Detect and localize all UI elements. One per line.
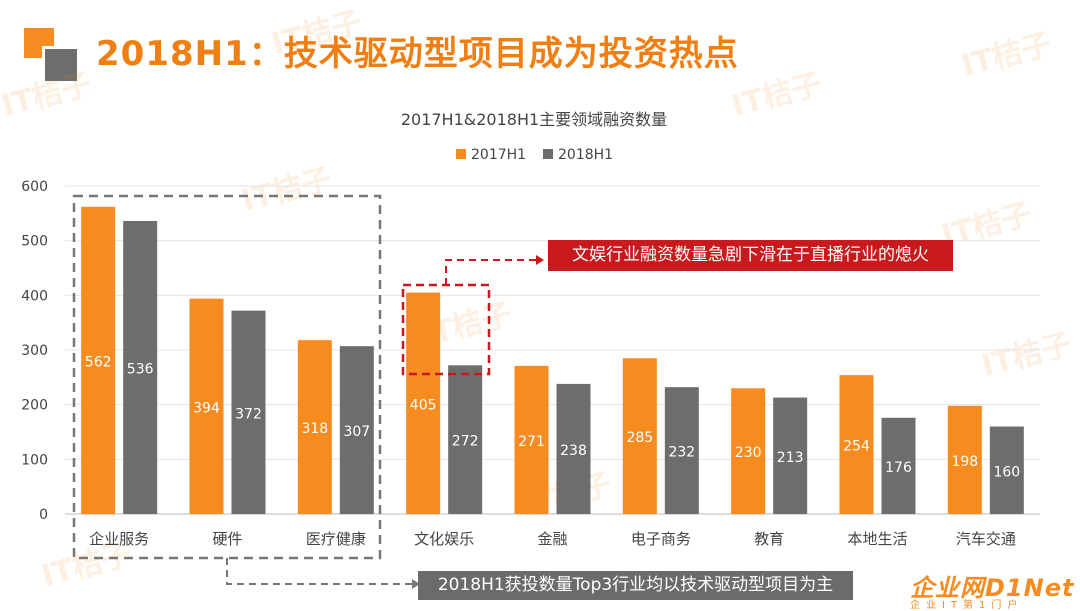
data-label: 307: [343, 424, 370, 440]
x-tick-label: 企业服务: [89, 530, 149, 548]
data-label: 285: [626, 430, 653, 446]
y-tick-label: 300: [21, 343, 48, 359]
bar-2017H1-本地生活: [839, 375, 874, 514]
data-label: 372: [235, 406, 262, 422]
data-label: 238: [560, 443, 587, 459]
legend-label-2018H1: 2018H1: [558, 147, 613, 163]
data-label: 230: [735, 445, 762, 461]
top3-connector: [226, 558, 412, 585]
culture-connector: [445, 259, 536, 285]
data-label: 232: [668, 445, 695, 461]
culture-connector-arrow: [536, 255, 544, 265]
data-label: 160: [993, 464, 1020, 480]
x-tick-label: 教育: [754, 530, 784, 548]
bar-2018H1-教育: [773, 397, 808, 514]
data-label: 271: [518, 434, 545, 450]
x-tick-label: 本地生活: [847, 530, 907, 548]
d1net-logo-main: 企业网D1Net: [910, 574, 1075, 602]
chart-title: 2017H1&2018H1主要领域融资数量: [401, 110, 667, 129]
bar-2017H1-教育: [731, 388, 766, 514]
bar-2018H1-本地生活: [881, 417, 916, 514]
data-label: 405: [410, 397, 437, 413]
x-tick-label: 文化娱乐: [414, 530, 474, 548]
data-label: 176: [885, 460, 912, 476]
d1net-logo: 企业网D1Net 企业IT第1门户: [910, 568, 1080, 611]
bar-2017H1-金融: [514, 365, 549, 514]
y-tick-label: 200: [21, 398, 48, 414]
bar-2017H1-硬件: [189, 298, 224, 514]
x-tick-label: 电子商务: [631, 530, 691, 548]
data-label: 272: [452, 434, 479, 450]
logo-square-gray: [42, 46, 80, 84]
legend-swatch-2017H1: [456, 149, 466, 159]
top3-highlight-box: [72, 194, 382, 560]
y-tick-label: 600: [21, 179, 48, 195]
data-label: 562: [85, 354, 112, 370]
bar-2017H1-汽车交通: [947, 405, 982, 514]
data-label: 318: [301, 421, 328, 437]
y-tick-label: 500: [21, 234, 48, 250]
data-label: 254: [843, 439, 870, 455]
bar-2018H1-医疗健康: [339, 346, 374, 514]
x-tick-label: 金融: [537, 530, 567, 548]
y-tick-label: 100: [21, 452, 48, 468]
bar-2018H1-硬件: [231, 310, 266, 514]
bar-2018H1-电子商务: [664, 387, 699, 514]
page-title: 2018H1：技术驱动型项目成为投资热点: [96, 34, 739, 74]
d1net-logo-sub: 企业IT第1门户: [910, 600, 1024, 611]
bar-2018H1-企业服务: [123, 220, 158, 514]
y-tick-label: 400: [21, 288, 48, 304]
bar-2018H1-汽车交通: [989, 426, 1024, 514]
bar-2017H1-企业服务: [81, 206, 116, 515]
y-tick-label: 0: [39, 507, 48, 523]
bar-2018H1-文化娱乐: [448, 365, 483, 514]
bar-2017H1-医疗健康: [297, 340, 332, 514]
callout-live-streaming: 文娱行业融资数量急剧下滑在于直播行业的熄火: [548, 240, 953, 271]
data-label: 198: [951, 454, 978, 470]
x-tick-label: 医疗健康: [306, 530, 366, 548]
data-label: 213: [777, 450, 804, 466]
legend-label-2017H1: 2017H1: [471, 147, 526, 163]
top3-connector-arrow: [412, 579, 420, 589]
data-label: 536: [127, 361, 154, 377]
x-tick-label: 硬件: [212, 530, 242, 548]
bar-2017H1-电子商务: [622, 358, 657, 514]
legend-swatch-2018H1: [543, 149, 553, 159]
x-tick-label: 汽车交通: [956, 530, 1016, 548]
bar-2018H1-金融: [556, 383, 591, 514]
data-label: 394: [193, 400, 220, 416]
callout-top3-industries: 2018H1获投数量Top3行业均以技术驱动型项目为主: [418, 571, 853, 600]
bar-2017H1-文化娱乐: [406, 292, 441, 514]
